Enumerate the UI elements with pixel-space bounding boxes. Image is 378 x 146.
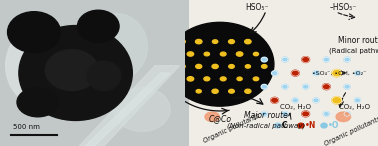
Ellipse shape <box>253 77 259 81</box>
Text: •N: •N <box>305 121 316 130</box>
Ellipse shape <box>220 52 226 56</box>
Ellipse shape <box>212 89 218 93</box>
Circle shape <box>332 69 342 77</box>
Circle shape <box>261 112 267 116</box>
Ellipse shape <box>179 40 185 44</box>
Circle shape <box>261 57 267 62</box>
Ellipse shape <box>166 22 274 106</box>
Circle shape <box>322 84 330 90</box>
Circle shape <box>354 71 361 75</box>
Text: ¹O₂: ¹O₂ <box>239 68 253 78</box>
Ellipse shape <box>187 52 194 56</box>
Text: •O: •O <box>328 121 339 130</box>
Text: Major route: Major route <box>244 111 288 120</box>
Ellipse shape <box>245 39 251 44</box>
Ellipse shape <box>87 61 121 91</box>
Circle shape <box>313 71 319 75</box>
Circle shape <box>275 123 281 128</box>
Ellipse shape <box>220 77 226 81</box>
Text: Organic pollutants: Organic pollutants <box>324 116 378 146</box>
Text: CO₂, H₂O: CO₂, H₂O <box>280 104 311 110</box>
Ellipse shape <box>237 77 242 81</box>
Ellipse shape <box>19 26 132 120</box>
Text: (Radical pathway): (Radical pathway) <box>329 48 378 54</box>
Circle shape <box>344 112 350 116</box>
Ellipse shape <box>204 77 210 81</box>
Circle shape <box>298 123 304 128</box>
Circle shape <box>354 98 361 103</box>
Ellipse shape <box>8 12 60 53</box>
Ellipse shape <box>187 77 194 81</box>
Ellipse shape <box>262 65 267 68</box>
Circle shape <box>291 70 299 76</box>
Circle shape <box>282 112 288 116</box>
Circle shape <box>332 97 342 104</box>
Circle shape <box>302 57 310 62</box>
Ellipse shape <box>205 112 220 121</box>
Ellipse shape <box>196 89 201 93</box>
Text: 500 nm: 500 nm <box>13 124 40 130</box>
Ellipse shape <box>180 65 185 68</box>
Ellipse shape <box>229 89 234 93</box>
Text: C: C <box>282 121 287 130</box>
Ellipse shape <box>245 89 251 93</box>
Circle shape <box>271 97 279 103</box>
Ellipse shape <box>253 52 259 56</box>
Circle shape <box>313 98 319 103</box>
Text: HSO₅⁻: HSO₅⁻ <box>245 3 268 12</box>
Text: C@Co: C@Co <box>208 114 231 123</box>
Text: Minor route: Minor route <box>338 36 378 45</box>
Ellipse shape <box>336 112 350 121</box>
Circle shape <box>323 57 330 62</box>
Ellipse shape <box>212 40 218 43</box>
Circle shape <box>302 111 310 117</box>
Circle shape <box>321 123 327 128</box>
Circle shape <box>282 57 288 62</box>
Ellipse shape <box>229 65 234 68</box>
Text: (Non-radical pathway): (Non-radical pathway) <box>227 122 305 129</box>
Ellipse shape <box>113 88 170 131</box>
Ellipse shape <box>212 64 218 68</box>
Ellipse shape <box>87 14 147 80</box>
Ellipse shape <box>236 52 243 56</box>
Circle shape <box>344 57 350 62</box>
Text: CO₂, H₂O: CO₂, H₂O <box>339 104 370 110</box>
Circle shape <box>323 112 330 116</box>
Circle shape <box>271 71 278 75</box>
Text: Organic pollutants: Organic pollutants <box>202 113 260 144</box>
Circle shape <box>344 84 350 89</box>
Circle shape <box>292 98 298 103</box>
Ellipse shape <box>6 26 77 106</box>
Ellipse shape <box>204 52 209 56</box>
Polygon shape <box>85 73 170 146</box>
Ellipse shape <box>17 88 59 117</box>
Ellipse shape <box>196 64 202 68</box>
Ellipse shape <box>77 10 119 42</box>
Circle shape <box>282 84 288 89</box>
Ellipse shape <box>195 39 202 44</box>
Text: –HSO₅⁻: –HSO₅⁻ <box>330 3 357 12</box>
Ellipse shape <box>45 50 98 91</box>
Ellipse shape <box>245 65 251 68</box>
Text: •SO₄⁻, •OH, •O₂⁻: •SO₄⁻, •OH, •O₂⁻ <box>312 71 367 75</box>
Circle shape <box>302 84 309 89</box>
Ellipse shape <box>229 40 234 44</box>
Polygon shape <box>79 66 180 146</box>
Circle shape <box>261 84 267 89</box>
